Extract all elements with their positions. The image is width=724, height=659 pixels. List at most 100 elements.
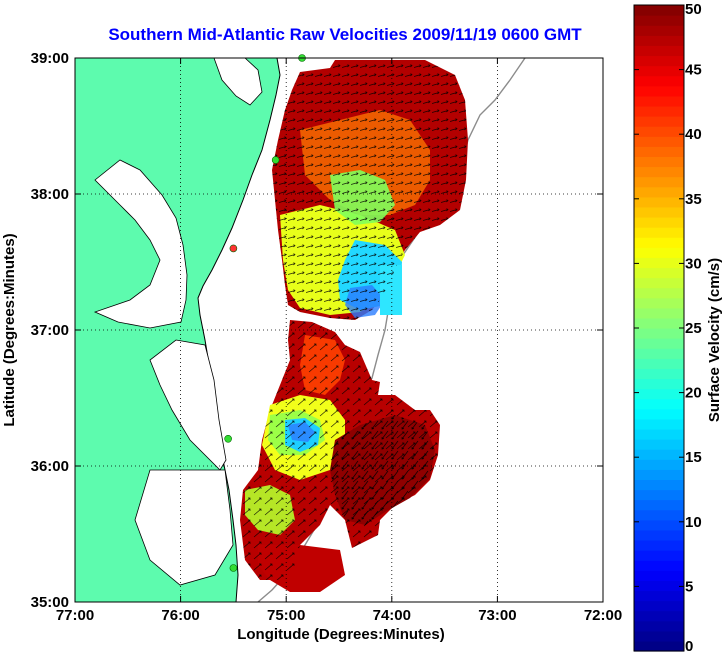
colorbar-band bbox=[634, 136, 684, 147]
colorbar-band bbox=[634, 539, 684, 551]
colorbar-band bbox=[634, 227, 684, 238]
colorbar-band bbox=[634, 55, 684, 67]
colorbar-band bbox=[634, 45, 684, 57]
colorbar-tick-label: 45 bbox=[685, 62, 702, 79]
colorbar-band bbox=[634, 156, 684, 168]
colorbar-tick-label: 40 bbox=[685, 126, 702, 143]
colorbar-band bbox=[634, 469, 684, 481]
colorbar-band bbox=[634, 176, 684, 188]
colorbar-band bbox=[634, 5, 684, 16]
colorbar-band bbox=[634, 277, 684, 289]
velocity-field bbox=[240, 60, 468, 592]
x-tick-label: 74:00 bbox=[373, 607, 411, 624]
colorbar-tick-label: 0 bbox=[685, 638, 693, 655]
station-marker bbox=[229, 564, 238, 572]
colorbar-band bbox=[634, 640, 684, 652]
colorbar-band bbox=[634, 560, 684, 571]
colorbar-band bbox=[634, 529, 684, 541]
x-axis: 77:00 76:00 75:00 74:00 73:00 72:00 bbox=[56, 58, 622, 624]
colorbar-tick-label: 30 bbox=[685, 255, 702, 272]
y-tick-label: 36:00 bbox=[31, 458, 69, 475]
colorbar-band bbox=[634, 368, 684, 380]
colorbar-band bbox=[634, 267, 684, 279]
station-marker bbox=[229, 244, 238, 253]
colorbar-band bbox=[634, 25, 684, 36]
colorbar-band bbox=[634, 348, 684, 359]
colorbar-band bbox=[634, 75, 684, 87]
x-axis-label: Longitude (Degrees:Minutes) bbox=[237, 626, 445, 643]
colorbar-band bbox=[634, 307, 684, 319]
colorbar-band bbox=[634, 206, 684, 218]
colorbar-band bbox=[634, 105, 684, 117]
x-tick-label: 77:00 bbox=[56, 607, 94, 624]
colorbar-band bbox=[634, 358, 684, 369]
y-axis: 35:00 36:00 37:00 38:00 39:00 bbox=[31, 50, 603, 611]
colorbar-tick-label: 20 bbox=[685, 385, 702, 402]
colorbar-band bbox=[634, 126, 684, 137]
colorbar-band bbox=[634, 166, 684, 178]
delaware-bay bbox=[213, 58, 263, 106]
colorbar-tick-label: 15 bbox=[685, 449, 702, 466]
colorbar-band bbox=[634, 600, 684, 612]
colorbar-band bbox=[634, 328, 684, 339]
colorbar-band bbox=[634, 95, 684, 107]
colorbar-band bbox=[634, 388, 684, 400]
colorbar-band bbox=[634, 550, 684, 561]
colorbar-band bbox=[634, 459, 684, 470]
colorbar-band bbox=[634, 398, 684, 410]
colorbar-band bbox=[634, 237, 684, 248]
colorbar-band bbox=[634, 247, 684, 258]
colorbar-band bbox=[634, 116, 684, 127]
chesapeake-bay bbox=[93, 159, 188, 329]
colorbar-band bbox=[634, 519, 684, 531]
y-tick-label: 39:00 bbox=[31, 50, 69, 67]
colorbar-band bbox=[634, 570, 684, 581]
station-marker bbox=[224, 434, 232, 443]
colorbar-band bbox=[634, 216, 684, 228]
colorbar-band bbox=[634, 196, 684, 208]
colorbar-band bbox=[634, 499, 684, 511]
colorbar-tick-label: 50 bbox=[685, 1, 702, 18]
colorbar-band bbox=[634, 297, 684, 309]
colorbar-band bbox=[634, 35, 684, 46]
colorbar-band bbox=[634, 439, 684, 450]
colorbar-band bbox=[634, 85, 684, 97]
colorbar: 0 5 10 15 20 25 30 35 40 45 50 bbox=[633, 1, 702, 655]
colorbar-band bbox=[634, 489, 684, 501]
colorbar-band bbox=[634, 630, 684, 642]
colorbar-tick-label: 35 bbox=[685, 191, 702, 208]
colorbar-label: Surface Velocity (cm/s) bbox=[706, 258, 723, 422]
colorbar-band bbox=[634, 15, 684, 26]
x-tick-label: 72:00 bbox=[584, 607, 622, 624]
colorbar-band bbox=[634, 65, 684, 77]
y-tick-label: 37:00 bbox=[31, 322, 69, 339]
station-marker bbox=[271, 156, 280, 164]
pamlico-sound bbox=[134, 469, 234, 586]
colorbar-band bbox=[634, 428, 684, 440]
colorbar-band bbox=[634, 509, 684, 521]
colorbar-band bbox=[634, 146, 684, 158]
colorbar-band bbox=[634, 418, 684, 430]
colorbar-tick-label: 25 bbox=[685, 320, 702, 337]
colorbar-band bbox=[634, 338, 684, 349]
y-tick-label: 35:00 bbox=[31, 594, 69, 611]
map-layer bbox=[75, 58, 526, 602]
colorbar-band bbox=[634, 408, 684, 420]
colorbar-band bbox=[634, 317, 684, 329]
colorbar-band bbox=[634, 186, 684, 198]
y-axis-label: Latitude (Degrees:Minutes) bbox=[1, 233, 18, 426]
grid-lines bbox=[75, 58, 603, 602]
y-tick-label: 38:00 bbox=[31, 186, 69, 203]
colorbar-tick-label: 10 bbox=[685, 514, 702, 531]
colorbar-band bbox=[634, 590, 684, 602]
colorbar-band bbox=[634, 378, 684, 390]
x-tick-label: 76:00 bbox=[161, 607, 199, 624]
colorbar-band bbox=[634, 257, 684, 269]
colorbar-tick-label: 5 bbox=[685, 578, 693, 595]
arrow-texture-southeast bbox=[330, 415, 435, 525]
chart-title: Southern Mid-Atlantic Raw Velocities 200… bbox=[108, 25, 582, 44]
colorbar-band bbox=[634, 287, 684, 299]
colorbar-band bbox=[634, 580, 684, 592]
colorbar-band bbox=[634, 449, 684, 460]
